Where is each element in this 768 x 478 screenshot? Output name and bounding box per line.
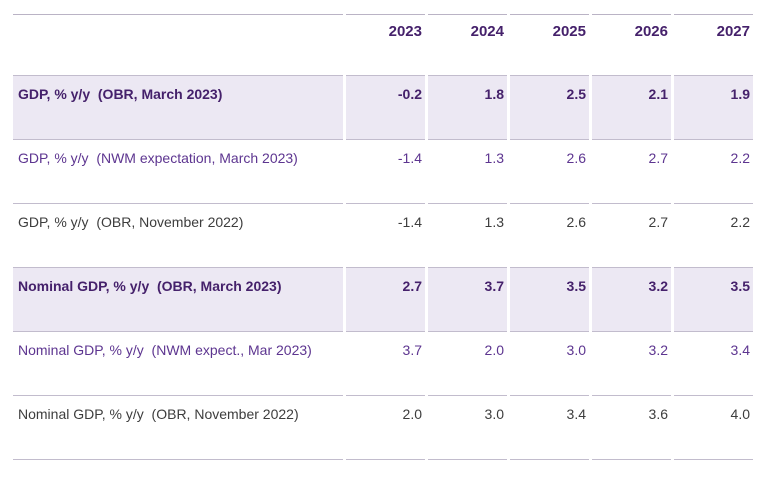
value-cell: 2.5 bbox=[510, 76, 589, 140]
value-cell: 3.5 bbox=[674, 268, 753, 332]
year-column-header: 2027 bbox=[674, 14, 753, 76]
value-cell: 3.6 bbox=[592, 396, 671, 460]
table-row-nominal-gdp-obr-mar23: Nominal GDP, % y/y (OBR, March 2023) 2.7… bbox=[13, 268, 753, 332]
year-column-header: 2026 bbox=[592, 14, 671, 76]
header-row: 2023 2024 2025 2026 2027 bbox=[13, 14, 753, 76]
header-empty-cell bbox=[13, 14, 343, 76]
row-label: Nominal GDP, % y/y (NWM expect., Mar 202… bbox=[13, 332, 343, 396]
value-cell: 2.7 bbox=[592, 204, 671, 268]
table-row-gdp-nwm-mar23: GDP, % y/y (NWM expectation, March 2023)… bbox=[13, 140, 753, 204]
value-cell: -0.2 bbox=[346, 76, 425, 140]
value-cell: 1.8 bbox=[428, 76, 507, 140]
row-label: GDP, % y/y (OBR, November 2022) bbox=[13, 204, 343, 268]
year-column-header: 2024 bbox=[428, 14, 507, 76]
table-row-gdp-obr-nov22: GDP, % y/y (OBR, November 2022) -1.4 1.3… bbox=[13, 204, 753, 268]
year-column-header: 2025 bbox=[510, 14, 589, 76]
year-column-header: 2023 bbox=[346, 14, 425, 76]
table-row-nominal-gdp-obr-nov22: Nominal GDP, % y/y (OBR, November 2022) … bbox=[13, 396, 753, 460]
table-row-gdp-obr-mar23: GDP, % y/y (OBR, March 2023) -0.2 1.8 2.… bbox=[13, 76, 753, 140]
table-row-nominal-gdp-nwm-mar23: Nominal GDP, % y/y (NWM expect., Mar 202… bbox=[13, 332, 753, 396]
row-label: GDP, % y/y (OBR, March 2023) bbox=[13, 76, 343, 140]
value-cell: 1.3 bbox=[428, 204, 507, 268]
row-label: GDP, % y/y (NWM expectation, March 2023) bbox=[13, 140, 343, 204]
value-cell: 3.4 bbox=[510, 396, 589, 460]
value-cell: 3.7 bbox=[428, 268, 507, 332]
value-cell: 3.7 bbox=[346, 332, 425, 396]
value-cell: 2.0 bbox=[346, 396, 425, 460]
value-cell: 2.1 bbox=[592, 76, 671, 140]
value-cell: 3.0 bbox=[510, 332, 589, 396]
value-cell: 3.2 bbox=[592, 332, 671, 396]
value-cell: 1.3 bbox=[428, 140, 507, 204]
value-cell: 2.6 bbox=[510, 140, 589, 204]
value-cell: 3.0 bbox=[428, 396, 507, 460]
value-cell: 3.5 bbox=[510, 268, 589, 332]
value-cell: 4.0 bbox=[674, 396, 753, 460]
value-cell: 2.0 bbox=[428, 332, 507, 396]
row-label: Nominal GDP, % y/y (OBR, November 2022) bbox=[13, 396, 343, 460]
value-cell: 2.2 bbox=[674, 140, 753, 204]
value-cell: 2.2 bbox=[674, 204, 753, 268]
value-cell: 2.7 bbox=[346, 268, 425, 332]
value-cell: 3.4 bbox=[674, 332, 753, 396]
value-cell: -1.4 bbox=[346, 140, 425, 204]
gdp-forecast-table: 2023 2024 2025 2026 2027 GDP, % y/y (OBR… bbox=[10, 14, 756, 460]
value-cell: 3.2 bbox=[592, 268, 671, 332]
value-cell: 2.6 bbox=[510, 204, 589, 268]
value-cell: 1.9 bbox=[674, 76, 753, 140]
value-cell: 2.7 bbox=[592, 140, 671, 204]
value-cell: -1.4 bbox=[346, 204, 425, 268]
row-label: Nominal GDP, % y/y (OBR, March 2023) bbox=[13, 268, 343, 332]
